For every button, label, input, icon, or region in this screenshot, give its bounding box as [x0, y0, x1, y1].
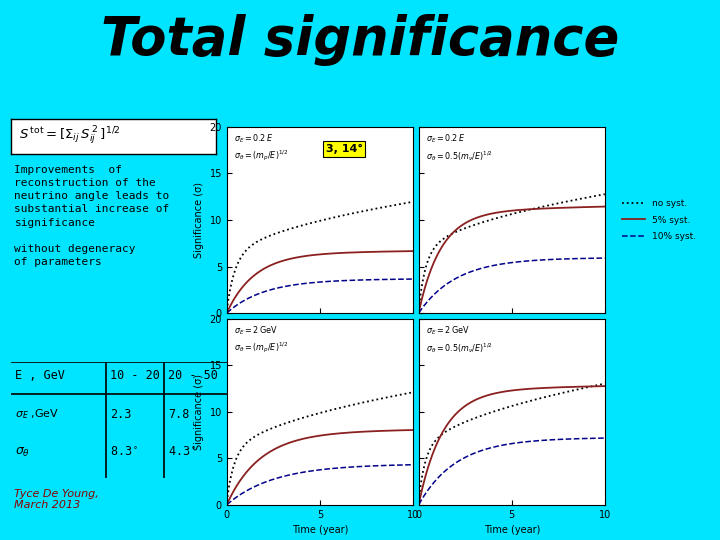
Text: $\sigma_\theta$: $\sigma_\theta$ — [15, 446, 30, 459]
X-axis label: Time (year): Time (year) — [292, 525, 348, 535]
Text: $S^{\,\mathrm{tot}} = [\Sigma_{ij}\,S_{ij}^{\,2}\,]^{1/2}$: $S^{\,\mathrm{tot}} = [\Sigma_{ij}\,S_{i… — [19, 125, 121, 147]
Legend: no syst., 5% syst., 10% syst.: no syst., 5% syst., 10% syst. — [618, 195, 701, 245]
Text: 8.3$^\circ$: 8.3$^\circ$ — [110, 446, 139, 459]
Text: 2.3: 2.3 — [110, 408, 132, 421]
Text: $\sigma_E=0.2\,E$
$\sigma_\theta=(m_p/E)^{1/2}$: $\sigma_E=0.2\,E$ $\sigma_\theta=(m_p/E)… — [234, 132, 289, 164]
Text: E , GeV: E , GeV — [15, 369, 65, 382]
Text: Tyce De Young,
March 2013: Tyce De Young, March 2013 — [14, 489, 99, 510]
Text: $\sigma_E=2\,\mathrm{GeV}$
$\sigma_\theta=0.5(m_\nu/E)^{1/2}$: $\sigma_E=2\,\mathrm{GeV}$ $\sigma_\thet… — [426, 324, 493, 355]
Text: $\sigma_E=2\,\mathrm{GeV}$
$\sigma_\theta=(m_p/E)^{1/2}$: $\sigma_E=2\,\mathrm{GeV}$ $\sigma_\thet… — [234, 324, 289, 355]
Text: $\sigma_E$ ,GeV: $\sigma_E$ ,GeV — [15, 407, 60, 421]
Text: 3, 14°: 3, 14° — [325, 144, 363, 154]
Text: 20 - 50: 20 - 50 — [168, 369, 218, 382]
Text: Total significance: Total significance — [101, 14, 619, 65]
X-axis label: Time (year): Time (year) — [484, 525, 540, 535]
Text: 4.3$^\circ$: 4.3$^\circ$ — [168, 446, 197, 459]
Text: Improvements  of
reconstruction of the
neutrino angle leads to
substantial incre: Improvements of reconstruction of the ne… — [14, 165, 170, 267]
Text: 7.8: 7.8 — [168, 408, 190, 421]
Text: 10 - 20: 10 - 20 — [110, 369, 160, 382]
Text: $\sigma_E=0.2\,E$
$\sigma_\theta=0.5(m_\nu/E)^{1/2}$: $\sigma_E=0.2\,E$ $\sigma_\theta=0.5(m_\… — [426, 132, 493, 163]
Y-axis label: Significance (σ): Significance (σ) — [194, 374, 204, 450]
Y-axis label: Significance (σ): Significance (σ) — [194, 182, 204, 258]
